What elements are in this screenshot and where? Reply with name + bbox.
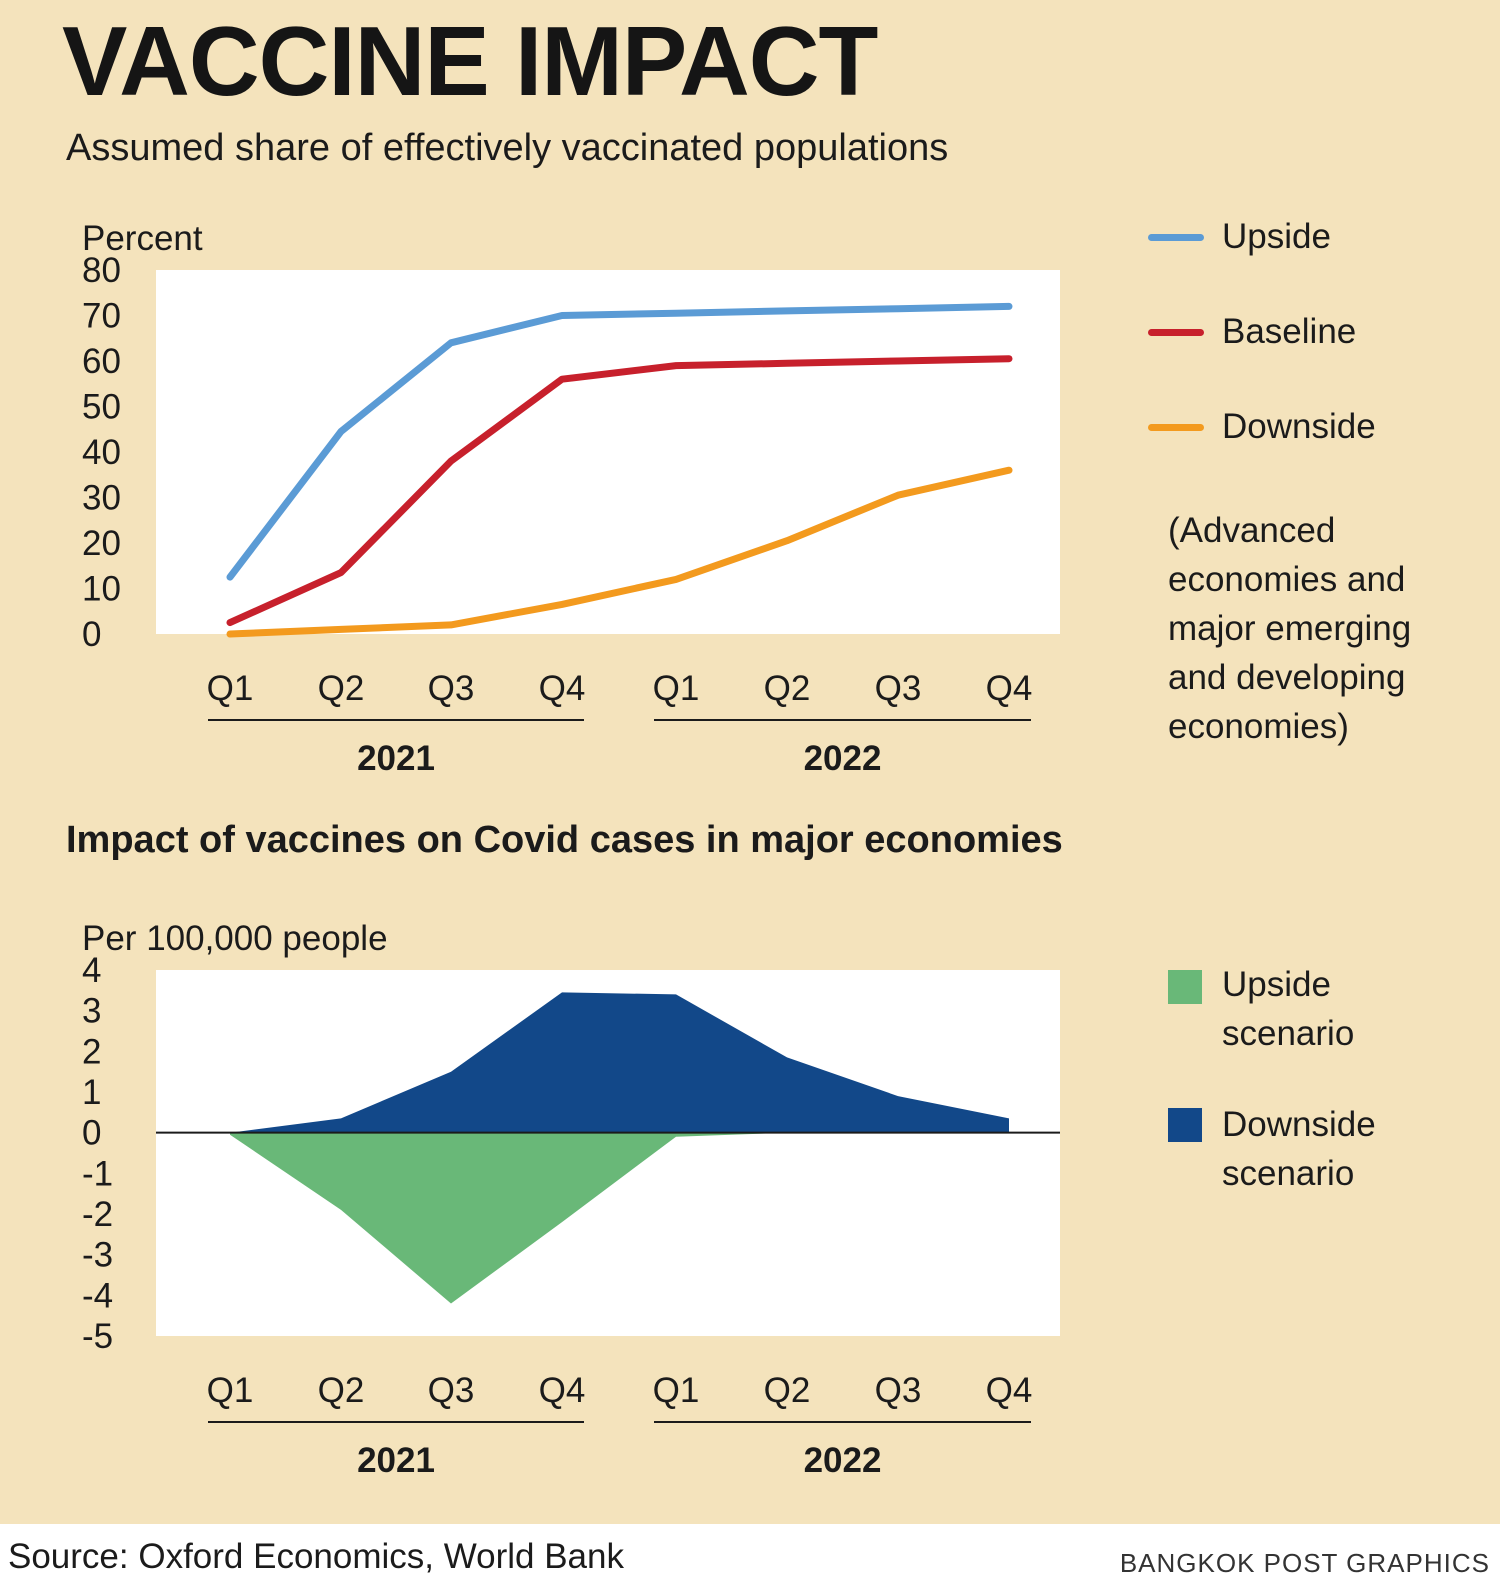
chart1-xtick-label: Q4 xyxy=(539,669,586,708)
chart1-title: Assumed share of effectively vaccinated … xyxy=(66,127,949,169)
chart2-ylabel: Per 100,000 people xyxy=(82,920,388,958)
chart1-xtick-label: Q3 xyxy=(875,669,922,708)
chart1-xtick-label: Q4 xyxy=(986,669,1033,708)
footer-band xyxy=(0,1524,1500,1596)
chart2-ytick-label: 2 xyxy=(82,1032,101,1071)
chart2-xtick-label: Q4 xyxy=(539,1371,586,1410)
chart2-year-label: 2021 xyxy=(357,1441,435,1480)
source-note: Source: Oxford Economics, World Bank xyxy=(8,1537,624,1576)
chart2-ytick-label: 3 xyxy=(82,992,101,1031)
series-line-upside xyxy=(226,302,1013,581)
chart2-xtick-label: Q3 xyxy=(875,1371,922,1410)
legend-swatch-baseline xyxy=(1148,329,1204,336)
chart1-ytick-label: 70 xyxy=(82,297,121,336)
chart2-xtick-label: Q2 xyxy=(764,1371,811,1410)
legend-swatch-downside-scenario xyxy=(1168,1108,1202,1142)
legend-swatch-upside xyxy=(1148,234,1204,241)
chart1-ytick-label: 0 xyxy=(82,615,101,654)
chart1-ytick-label: 50 xyxy=(82,388,121,427)
chart1-xtick-label: Q2 xyxy=(764,669,811,708)
chart2-ytick-label: -3 xyxy=(82,1236,113,1275)
chart1-ytick-label: 80 xyxy=(82,251,121,290)
chart1-xtick-label: Q1 xyxy=(653,669,700,708)
chart1-ytick-label: 20 xyxy=(82,524,121,563)
legend-label-downside: Downside xyxy=(1222,407,1376,446)
chart2-ytick-label: 1 xyxy=(82,1073,101,1112)
chart2-xtick-label: Q1 xyxy=(207,1371,254,1410)
chart2-ytick-label: 4 xyxy=(82,951,101,990)
chart1-ylabel: Percent xyxy=(82,220,203,258)
legend-label-upside-scenario: Upside scenario xyxy=(1222,965,1355,1053)
chart1-ytick-label: 60 xyxy=(82,342,121,381)
chart2-ytick-label: -1 xyxy=(82,1154,113,1193)
chart2-ytick-label: 0 xyxy=(82,1114,101,1153)
chart2-xtick-label: Q3 xyxy=(428,1371,475,1410)
chart1-xtick-label: Q2 xyxy=(318,669,365,708)
chart1-year-label: 2022 xyxy=(804,739,882,778)
chart1-ytick-label: 30 xyxy=(82,479,121,518)
legend-label-baseline: Baseline xyxy=(1222,312,1357,351)
chart2-ytick-label: -5 xyxy=(82,1317,113,1356)
plot-area-1 xyxy=(156,270,1060,634)
chart2-xtick-label: Q4 xyxy=(986,1371,1033,1410)
series-line-downside xyxy=(226,466,1013,638)
chart1-xtick-label: Q1 xyxy=(207,669,254,708)
chart1-ytick-label: 10 xyxy=(82,570,121,609)
chart2-title: Impact of vaccines on Covid cases in maj… xyxy=(66,819,1063,861)
chart2-xtick-label: Q1 xyxy=(653,1371,700,1410)
series-area-upside-scenario xyxy=(230,1132,1009,1304)
chart2-year-label: 2022 xyxy=(804,1441,882,1480)
legend-swatch-upside-scenario xyxy=(1168,970,1202,1004)
chart1-xtick-label: Q3 xyxy=(428,669,475,708)
series-area-downside-scenario xyxy=(230,992,1009,1133)
chart1-ytick-label: 40 xyxy=(82,433,121,472)
chart2-ytick-label: -4 xyxy=(82,1276,113,1315)
series-line-baseline xyxy=(226,355,1013,627)
graphics-credit: BANGKOK POST GRAPHICS xyxy=(1119,1548,1490,1578)
legend-label-downside-scenario: Downside scenario xyxy=(1222,1105,1376,1193)
chart1-year-label: 2021 xyxy=(357,739,435,778)
legend-label-upside: Upside xyxy=(1222,217,1331,256)
legend-swatch-downside xyxy=(1148,424,1204,431)
chart2-ytick-label: -2 xyxy=(82,1195,113,1234)
legend-note: (Advanced economies and major emerging a… xyxy=(1168,511,1412,746)
chart2-xtick-label: Q2 xyxy=(318,1371,365,1410)
main-title: VACCINE IMPACT xyxy=(62,6,878,116)
